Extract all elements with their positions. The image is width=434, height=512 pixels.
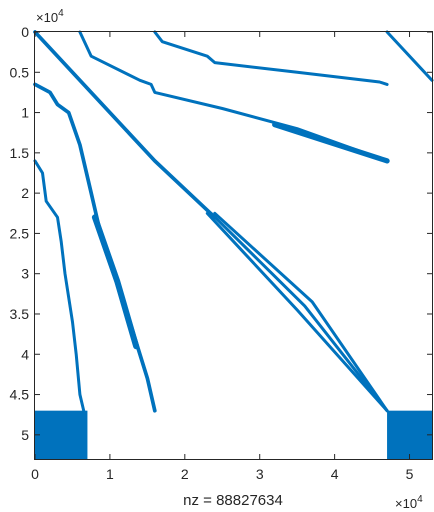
x-tick-label: 4 [331,466,339,482]
y-tick-label: 4.5 [10,387,30,403]
y-tick-label: 3.5 [10,306,30,322]
block-bottom-left [35,410,88,459]
main-diagonal-upper [33,30,217,220]
data-layer [33,30,434,459]
x-tick-label: 3 [256,466,264,482]
x-tick-label: 5 [406,466,414,482]
y-tick-label: 3 [21,266,29,282]
main-diagonal-fan-2 [209,211,389,413]
y-tick-label: 4 [21,346,29,362]
y-tick-label: 2 [21,185,29,201]
x-multiplier-label: ×104 [395,494,423,511]
y-tick-label: 2.5 [10,225,30,241]
y-tick-label: 5 [21,427,29,443]
main-diagonal-fan-3 [213,211,389,413]
x-tick-label: 0 [31,466,39,482]
x-tick-label: 1 [106,466,114,482]
y-tick-label: 1 [21,105,29,121]
block-bottom-right [387,410,432,459]
y-multiplier-label: ×104 [36,8,64,25]
main-diagonal-fan-1 [205,211,389,413]
x-axis-label: nz = 88827634 [183,492,283,509]
upper-band-3 [385,30,434,82]
y-tick-label: 0 [21,24,29,40]
lower-band-2 [33,159,86,413]
y-tick-label: 1.5 [10,145,30,161]
lower-band-1 [33,82,157,413]
upper-band-2 [153,30,389,86]
lower-band-1-thick [91,214,140,350]
y-tick-label: 0.5 [10,64,30,80]
tick-layer: 0 1 2 3 4 5 0 0.5 1 1.5 2 2.5 3 3.5 4 4.5 5 [10,24,432,482]
x-tick-label: 2 [181,466,189,482]
upper-band-1-thick [272,122,390,164]
upper-band-1 [78,30,389,163]
axes-box [34,31,433,460]
